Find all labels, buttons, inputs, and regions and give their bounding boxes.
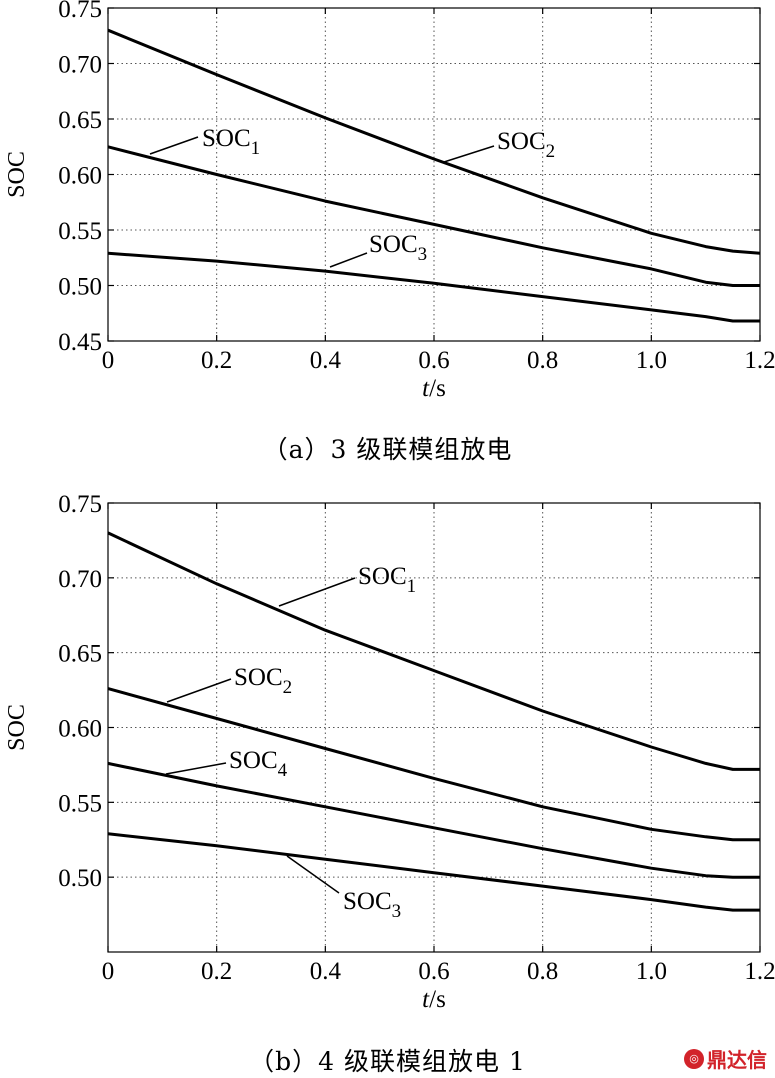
y-tick-label: 0.45 — [58, 329, 102, 356]
y-tick-label: 0.50 — [58, 865, 102, 892]
series-leader-soc3 — [329, 252, 368, 268]
y-axis-label: SOC — [4, 151, 30, 198]
y-tick-label: 0.75 — [58, 0, 102, 23]
y-tick-label: 0.55 — [58, 218, 102, 245]
series-leader-soc1 — [278, 577, 356, 607]
x-tick-label: 0.6 — [418, 347, 449, 374]
x-tick-label: 0 — [102, 958, 115, 985]
series-line-soc2 — [107, 145, 760, 287]
x-tick-label: 0.8 — [527, 958, 558, 985]
series-line-soc3 — [107, 832, 760, 912]
series-leader-soc2 — [443, 145, 495, 163]
series-leader-soc2 — [166, 678, 232, 703]
caption-a: （a）3 级联模组放电 — [262, 435, 513, 464]
x-tick-label: 1.0 — [636, 958, 667, 985]
series-leader-soc4 — [165, 762, 227, 775]
series-label-soc4: SOC4 — [229, 747, 288, 781]
series-line-soc4 — [107, 761, 760, 879]
chart-a: 0 0.2 0.4 0.6 0.8 1.0 1.2 0.45 0.50 0.55 0.60 0.65 0… — [4, 0, 775, 402]
watermark: ◎ 鼎达信 — [684, 1044, 767, 1073]
chart-b: 0 0.2 0.4 0.6 0.8 1.0 1.2 0.50 0.55 0.60 0.65 0.70 0… — [4, 491, 775, 1013]
series-leader-soc1 — [149, 136, 199, 155]
series-leader-soc3 — [286, 855, 340, 894]
x-tick-label: 0 — [102, 347, 115, 374]
y-axis-label: SOC — [4, 704, 30, 751]
x-tick-label: 0.2 — [201, 347, 232, 374]
x-tick-label: 0.2 — [201, 958, 232, 985]
caption-b: （b）4 级联模组放电 1 — [249, 1047, 526, 1076]
x-tick-label: 1.2 — [744, 347, 775, 374]
x-axis-label: t/s — [422, 375, 446, 402]
y-tick-label: 0.60 — [58, 163, 102, 190]
series-label-soc1: SOC1 — [202, 125, 260, 159]
x-tick-label: 1.0 — [636, 347, 667, 374]
y-tick-label: 0.55 — [58, 790, 102, 817]
series-label-soc3: SOC3 — [369, 231, 427, 265]
x-tick-label: 0.8 — [527, 347, 558, 374]
series-line-soc1 — [107, 531, 760, 771]
y-tick-label: 0.65 — [58, 107, 102, 134]
x-tick-label: 0.4 — [310, 347, 342, 374]
series-line-soc1 — [107, 28, 761, 255]
y-tick-label: 0.60 — [58, 716, 102, 743]
series-label-soc3: SOC3 — [343, 888, 401, 922]
watermark-logo-icon: ◎ — [684, 1048, 704, 1069]
series-line-soc2 — [107, 687, 760, 842]
y-tick-label: 0.50 — [58, 274, 102, 301]
y-tick-label: 0.75 — [58, 491, 102, 518]
series-line-soc3 — [107, 251, 760, 323]
series-label-soc2: SOC2 — [234, 664, 292, 698]
y-tick-label: 0.70 — [58, 566, 102, 593]
series-label-soc2: SOC2 — [497, 128, 555, 162]
y-tick-label: 0.70 — [58, 52, 102, 79]
x-tick-label: 1.2 — [744, 958, 775, 985]
x-tick-label: 0.4 — [310, 958, 342, 985]
watermark-text: 鼎达信 — [707, 1048, 767, 1072]
x-axis-label: t/s — [422, 986, 446, 1013]
y-tick-label: 0.65 — [58, 641, 102, 668]
series-label-soc1: SOC1 — [358, 563, 416, 597]
x-tick-label: 0.6 — [418, 958, 449, 985]
